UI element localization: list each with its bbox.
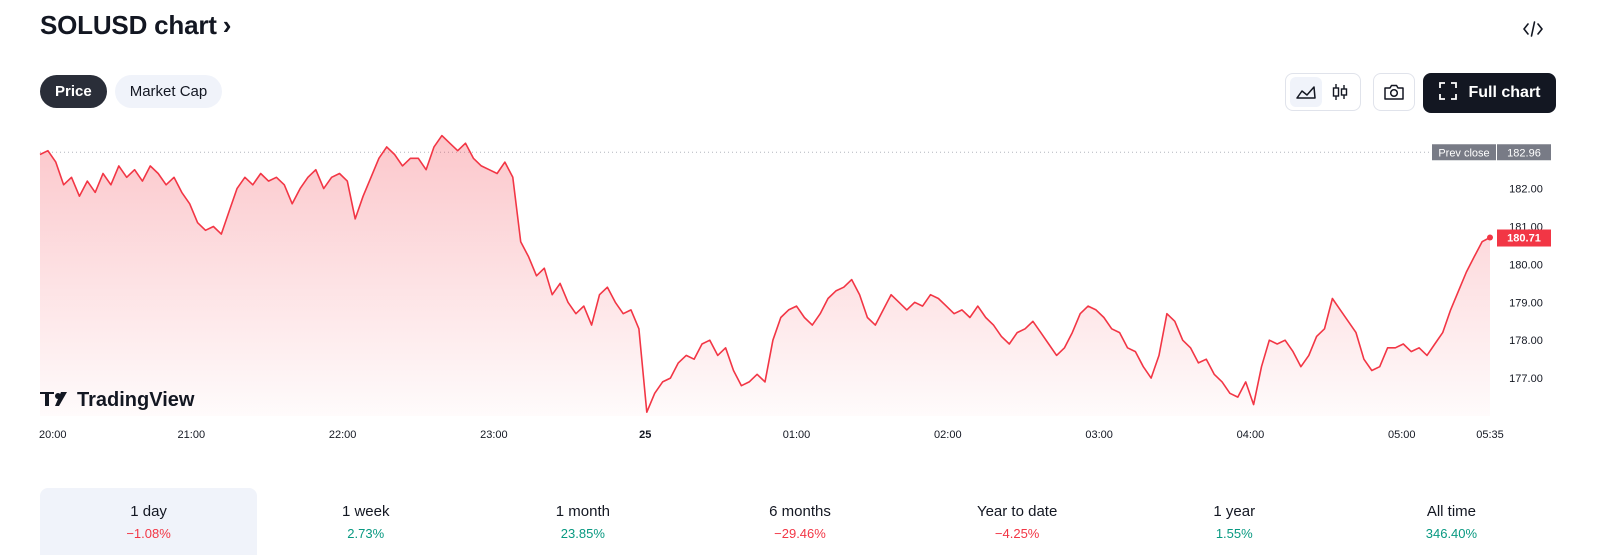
period-label: 1 year (1213, 503, 1256, 520)
price-area-fill (40, 135, 1490, 416)
last-price-value: 180.71 (1507, 233, 1541, 245)
last-price-marker (1487, 234, 1493, 241)
x-tick-label: 01:00 (783, 429, 811, 441)
x-tick-label: 23:00 (480, 429, 508, 441)
x-tick-label: 05:35 (1476, 429, 1504, 441)
y-tick-label: 180.00 (1509, 259, 1543, 271)
period-label: 1 week (341, 503, 390, 520)
full-chart-label: Full chart (1468, 84, 1541, 101)
area-chart-icon[interactable] (1290, 77, 1322, 107)
period-1-month[interactable]: 1 month 23.85% (474, 488, 691, 555)
fullscreen-icon (1438, 81, 1458, 106)
period-label: 1 month (555, 503, 610, 520)
camera-icon[interactable] (1378, 77, 1410, 107)
prev-close-value: 182.96 (1507, 147, 1541, 159)
period-label: 6 months (769, 503, 831, 520)
chart-type-group (1285, 73, 1361, 111)
chevron-right-icon: › (222, 10, 232, 40)
period-1-year[interactable]: 1 year 1.55% (1126, 488, 1343, 555)
x-tick-label: 05:00 (1388, 429, 1416, 441)
code-icon[interactable] (1518, 14, 1548, 44)
period-change: −4.25% (994, 526, 1040, 541)
period-1-week[interactable]: 1 week 2.73% (257, 488, 474, 555)
page-title[interactable]: SOLUSD chart › (40, 10, 231, 41)
y-tick-label: 182.00 (1509, 184, 1543, 196)
period-change: −1.08% (126, 526, 171, 541)
tab-market-cap[interactable]: Market Cap (114, 75, 223, 108)
candlestick-icon[interactable] (1324, 77, 1356, 107)
period-label: All time (1426, 503, 1476, 520)
period-selector: 1 day −1.08% 1 week 2.73% 1 month 23.85%… (40, 488, 1560, 555)
screenshot-group (1373, 73, 1415, 111)
x-axis: 20:00 21:00 22:00 23:00 25 01:00 02:00 03:00 04:… (39, 429, 1504, 441)
y-tick-label: 177.00 (1509, 373, 1543, 385)
price-series-line (39, 134, 1491, 413)
tradingview-logo: TradingView (40, 389, 195, 411)
title-text: SOLUSD chart (40, 10, 217, 40)
tradingview-logo-text: TradingView (77, 389, 195, 411)
x-tick-label: 25 (639, 429, 651, 441)
period-1-day[interactable]: 1 day −1.08% (40, 488, 258, 555)
x-tick-label: 22:00 (329, 429, 357, 441)
period-year-to-date[interactable]: Year to date −4.25% (909, 488, 1126, 555)
period-change: 2.73% (347, 526, 385, 541)
full-chart-button[interactable]: Full chart (1423, 73, 1556, 113)
period-change: 23.85% (560, 526, 605, 541)
tab-price[interactable]: Price (40, 75, 107, 108)
period-label: 1 day (130, 503, 167, 520)
y-tick-label: 178.00 (1509, 335, 1543, 347)
x-tick-label: 21:00 (178, 429, 206, 441)
price-marketcap-tabs: Price Market Cap (40, 75, 223, 108)
x-tick-label: 04:00 (1237, 429, 1265, 441)
period-change: 1.55% (1215, 526, 1253, 541)
x-tick-label: 03:00 (1085, 429, 1113, 441)
period-change: 346.40% (1425, 526, 1478, 541)
x-tick-label: 20:00 (39, 429, 67, 441)
period-6-months[interactable]: 6 months −29.46% (691, 488, 908, 555)
period-all-time[interactable]: All time 346.40% (1343, 488, 1560, 555)
period-change: −29.46% (774, 526, 826, 541)
period-label: Year to date (976, 503, 1058, 520)
y-tick-label: 179.00 (1509, 297, 1543, 309)
prev-close-label: Prev close (1438, 147, 1489, 159)
x-tick-label: 02:00 (934, 429, 962, 441)
prev-close-badge: Prev close 182.96 (1432, 144, 1551, 161)
last-price-badge: 180.71 (1497, 229, 1551, 247)
